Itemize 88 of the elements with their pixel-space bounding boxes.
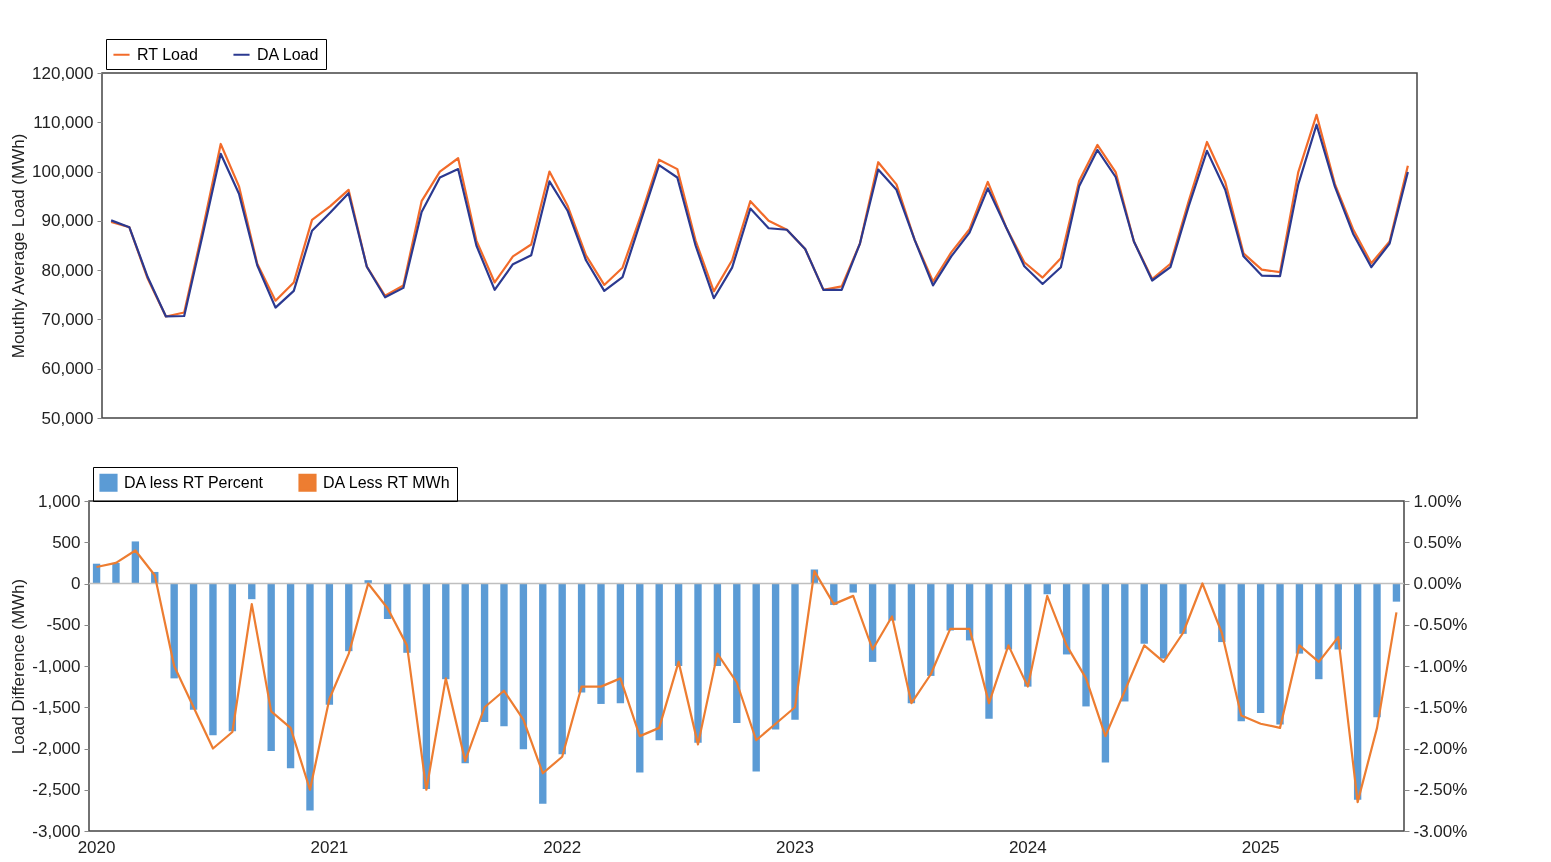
legend-label: DA Load [257, 45, 319, 63]
bar [170, 583, 178, 679]
bar [577, 583, 586, 693]
y-tick-label: 70,000 [41, 309, 94, 329]
bar [791, 583, 799, 720]
y-tick-label: 50,000 [41, 408, 94, 428]
legend-label: DA Less RT MWh [323, 473, 450, 491]
y-tick-label: -2,500 [32, 780, 81, 800]
y-tick-label: 110,000 [33, 112, 94, 132]
y2-tick-label: 0.50% [1413, 532, 1462, 552]
bar [558, 583, 566, 755]
bar [1004, 583, 1013, 650]
bar [228, 583, 237, 732]
bar [1218, 583, 1226, 643]
bar [1179, 583, 1187, 634]
line-series [95, 549, 1398, 804]
bar [1315, 583, 1323, 680]
bar [325, 583, 334, 705]
y-tick-label: 0 [71, 574, 81, 593]
x-tick-label: 2023 [776, 837, 814, 857]
bar [1024, 583, 1032, 687]
bar [1121, 583, 1129, 702]
bar [985, 583, 993, 719]
y2-tick-label: -3.00% [1413, 821, 1468, 841]
bar [500, 583, 508, 727]
y-tick-label: -2,000 [32, 739, 81, 758]
y-tick-label: -1,500 [32, 697, 81, 717]
bar [674, 583, 683, 666]
bar [733, 583, 741, 723]
bar [248, 583, 256, 600]
x-tick-label: 2024 [1008, 837, 1047, 857]
bar [1101, 583, 1110, 763]
bar [927, 583, 935, 676]
y-tick-label: -1,000 [32, 656, 81, 676]
y-tick-label: 90,000 [41, 211, 94, 231]
bar [1392, 583, 1401, 602]
x-tick-label: 2022 [543, 837, 582, 857]
y-axis-title: Mouthly Average Load (MWh) [9, 133, 29, 359]
bar [480, 583, 489, 723]
bar [267, 583, 275, 751]
bar [345, 583, 353, 652]
y2-tick-label: 1.00% [1413, 491, 1462, 511]
bar [636, 583, 644, 773]
bar [655, 583, 663, 741]
bar [539, 583, 547, 804]
y2-tick-label: -0.50% [1413, 615, 1468, 635]
bar [1159, 583, 1168, 659]
bar [1237, 583, 1245, 722]
y2-tick-label: -1.50% [1413, 697, 1468, 717]
y2-tick-label: -1.00% [1413, 656, 1468, 676]
bar [771, 583, 780, 730]
bar [189, 583, 198, 710]
bar [597, 583, 605, 704]
bar [1140, 583, 1148, 644]
bar [403, 583, 411, 653]
y-tick-label: 1,000 [37, 491, 81, 511]
legend-label: RT Load [137, 45, 198, 63]
bar [209, 583, 217, 736]
y2-tick-label: 0.00% [1413, 574, 1462, 593]
x-tick-label: 2025 [1241, 837, 1280, 857]
bar [752, 583, 760, 772]
bar [849, 583, 857, 593]
bar [616, 583, 625, 704]
y-tick-label: 80,000 [41, 260, 94, 280]
bar [1256, 583, 1265, 714]
y2-tick-label: -2.00% [1413, 739, 1468, 758]
bar [888, 583, 896, 621]
bar [694, 583, 702, 743]
y-tick-label: -500 [46, 615, 81, 635]
bar [306, 583, 314, 811]
bar [112, 562, 120, 584]
y2-tick-label: -2.50% [1413, 780, 1468, 800]
y-axis-title: Load Difference (MWh) [9, 578, 29, 755]
bar [442, 583, 450, 680]
y-tick-label: 120,000 [32, 63, 94, 83]
y-tick-label: 100,000 [32, 162, 94, 182]
bar [1373, 583, 1381, 718]
y-tick-label: 60,000 [41, 359, 94, 379]
bar [1353, 583, 1362, 800]
bar [1276, 583, 1284, 725]
x-tick-label: 2021 [310, 837, 349, 857]
legend-label: DA less RT Percent [124, 473, 264, 491]
bar [461, 583, 469, 764]
bar [946, 583, 954, 631]
bar [286, 583, 295, 769]
bar [519, 583, 528, 750]
bar [1082, 583, 1090, 707]
y-tick-label: 500 [52, 532, 81, 552]
